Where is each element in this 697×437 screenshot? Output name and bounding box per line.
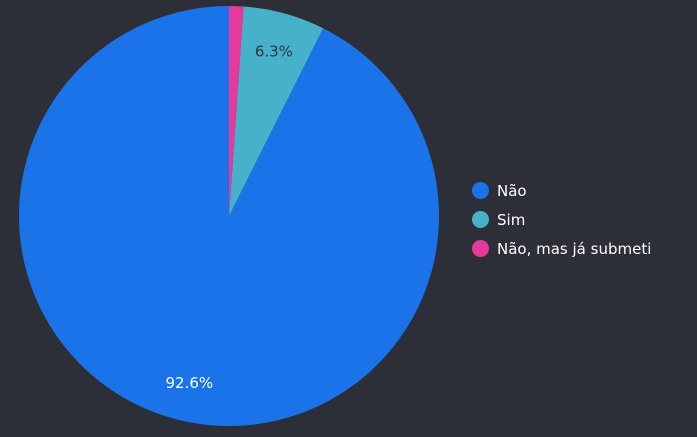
legend-swatch-icon: [472, 211, 489, 228]
pie-slice-0[interactable]: [19, 6, 440, 427]
legend-label: Não, mas já submeti: [497, 239, 652, 258]
legend-swatch-icon: [472, 240, 489, 257]
legend-label: Não: [497, 181, 527, 200]
chart-legend: Não Sim Não, mas já submeti: [472, 176, 651, 263]
data-label-0: 92.6%: [165, 374, 213, 392]
pie-slice-1[interactable]: [229, 6, 324, 217]
legend-swatch-icon: [472, 182, 489, 199]
pie-slice-2[interactable]: [229, 6, 244, 216]
pie-slices: [19, 6, 440, 427]
data-label-1: 6.3%: [255, 42, 293, 60]
legend-item-nao-mas-ja-submeti[interactable]: Não, mas já submeti: [472, 234, 651, 263]
legend-label: Sim: [497, 210, 526, 229]
pie-data-labels: 92.6% 6.3%: [165, 42, 292, 392]
legend-item-nao[interactable]: Não: [472, 176, 651, 205]
legend-item-sim[interactable]: Sim: [472, 205, 651, 234]
